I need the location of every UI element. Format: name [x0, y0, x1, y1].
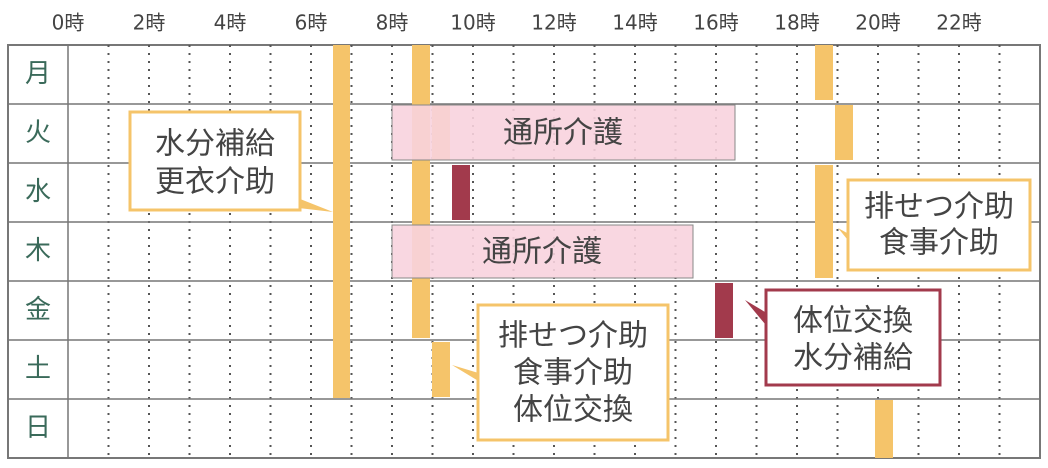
- hour-label: 2時: [133, 11, 166, 35]
- day-label: 火: [25, 118, 51, 148]
- service-box: [391, 224, 694, 279]
- callout: [476, 303, 670, 442]
- callout-text: 水分補給: [793, 341, 913, 376]
- callout-text: 体位交換: [793, 304, 913, 339]
- care-bar: [835, 105, 853, 160]
- callout: [846, 178, 1032, 272]
- hour-label: 20時: [855, 11, 900, 35]
- care-bar: [432, 342, 450, 397]
- care-bar: [815, 165, 833, 278]
- callout: [128, 110, 302, 212]
- day-label: 金: [25, 295, 51, 325]
- service-label: 通所介護: [482, 235, 602, 270]
- hour-label: 14時: [612, 11, 657, 35]
- hour-label: 22時: [936, 11, 981, 35]
- callout-text: 体位交換: [513, 393, 633, 428]
- callout: [764, 288, 942, 387]
- day-label: 水: [25, 177, 51, 207]
- hour-label: 10時: [450, 11, 495, 35]
- callout-text: 排せつ介助: [498, 319, 648, 354]
- hour-label: 16時: [693, 11, 738, 35]
- care-bar: [412, 45, 430, 338]
- visit-bar: [452, 165, 470, 220]
- day-label: 木: [25, 236, 51, 266]
- callout-text: 食事介助: [513, 356, 633, 391]
- care-bar: [815, 45, 833, 100]
- callout-text: 更衣介助: [155, 165, 275, 200]
- day-label: 土: [25, 354, 51, 384]
- callout-text: 食事介助: [879, 226, 999, 261]
- day-label: 日: [25, 413, 51, 443]
- callout-text: 排せつ介助: [864, 190, 1014, 225]
- hour-label: 0時: [52, 11, 85, 35]
- care-bar: [875, 400, 893, 458]
- hour-label: 6時: [295, 11, 328, 35]
- hour-label: 8時: [376, 11, 409, 35]
- service-box: [391, 104, 736, 161]
- visit-bar: [715, 283, 733, 338]
- visit-bars: [452, 165, 733, 338]
- day-label: 月: [25, 59, 51, 89]
- callout-text: 水分補給: [155, 127, 275, 162]
- hour-label: 12時: [531, 11, 576, 35]
- service-label: 通所介護: [503, 116, 623, 151]
- callout-arrow: [745, 300, 770, 330]
- hour-label: 4時: [214, 11, 247, 35]
- care-bar: [333, 45, 350, 398]
- hour-label: 18時: [774, 11, 819, 35]
